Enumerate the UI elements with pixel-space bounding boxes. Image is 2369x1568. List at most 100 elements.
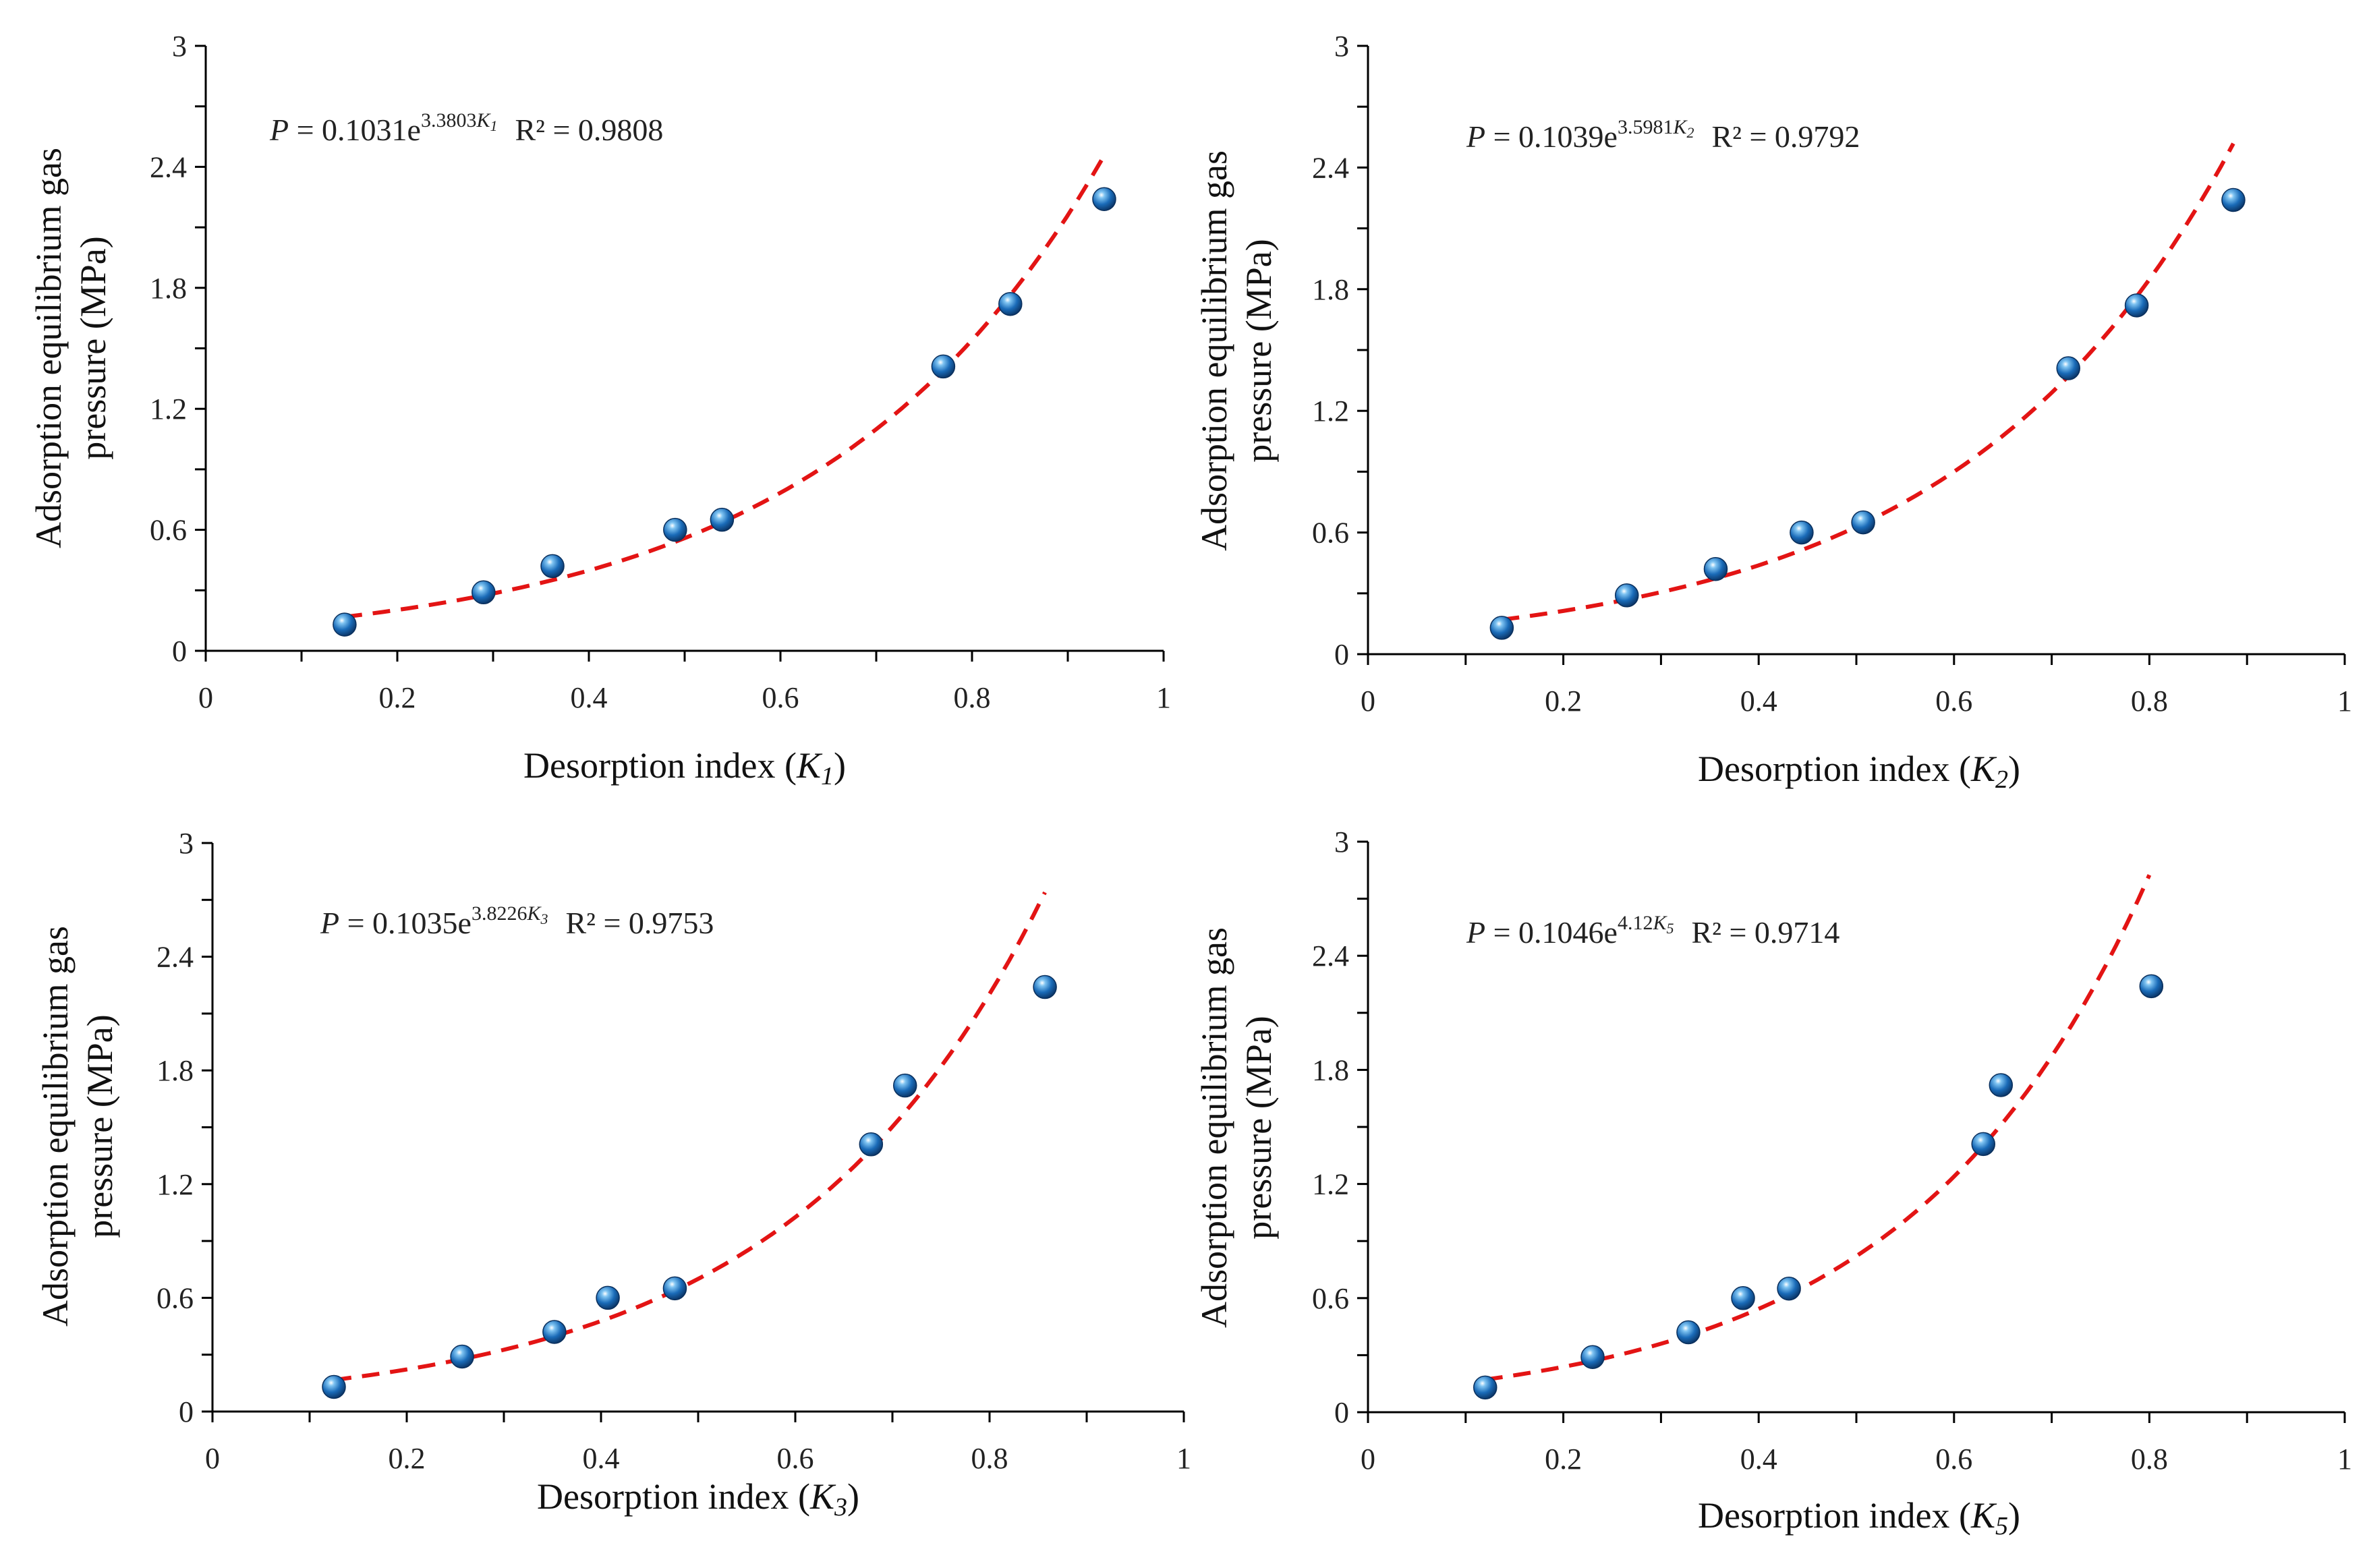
y-tick-label: 1.2: [1312, 1168, 1349, 1201]
fit-curve-k5: [1485, 874, 2152, 1382]
data-point: [1989, 1073, 2014, 1097]
x-tick-label: 0.6: [762, 681, 799, 714]
data-point: [1851, 510, 1875, 535]
y-tick-label: 0.6: [1312, 517, 1349, 550]
panel-k2: 0 0.2 0.4 0.6 0.8 1 0 0.6 1.2 1.8 2.4 3 P = 0.1039e…: [1184, 0, 2369, 794]
chart-k2: 0 0.2 0.4 0.6 0.8 1 0 0.6 1.2 1.8 2.4 3 P = 0.1039e…: [1194, 30, 2352, 794]
x-tick-label: 0.4: [571, 681, 608, 714]
x-tick-label: 0: [198, 681, 213, 714]
x-tick-label: 0.8: [2131, 1443, 2168, 1476]
data-point: [322, 1374, 346, 1399]
x-tick-label: 0.6: [777, 1442, 814, 1475]
x-axis-title-k1: Desorption index (K1): [523, 745, 846, 790]
y-tick-label: 0: [1334, 1396, 1349, 1429]
y-tick-label: 0: [172, 635, 187, 668]
data-point: [1777, 1276, 1801, 1301]
data-point: [1580, 1345, 1605, 1369]
data-points-k1: [333, 187, 1116, 637]
x-tick-label: 0.6: [1935, 1443, 1972, 1476]
y-tick-label: 3: [172, 30, 187, 63]
y-axis-title-line1: Adsorption equilibrium gas: [1194, 150, 1234, 551]
y-tick-label: 0: [179, 1395, 194, 1428]
y-axis-title-k3: Adsorption equilibrium gas pressure (MPa…: [35, 926, 120, 1327]
axes-k1: 0 0.2 0.4 0.6 0.8 1 0 0.6 1.2 1.8 2.4 3: [150, 30, 1171, 714]
axes-k2: 0 0.2 0.4 0.6 0.8 1 0 0.6 1.2 1.8 2.4 3: [1312, 30, 2352, 718]
x-tick-label: 0: [1361, 1443, 1375, 1476]
x-tick-label: 0.8: [2131, 685, 2168, 718]
x-tick-label: 0.8: [971, 1442, 1008, 1475]
x-tick-label: 0.8: [954, 681, 991, 714]
data-point: [1033, 975, 1057, 999]
y-tick-label: 2.4: [1312, 151, 1349, 184]
equation-k3: P = 0.1035e3.8226K3 R² = 0.9753: [320, 902, 714, 940]
y-tick-label: 0.6: [1312, 1282, 1349, 1315]
x-tick-label: 0.6: [1935, 685, 1972, 718]
panel-k3: 0 0.2 0.4 0.6 0.8 1 0 0.6 1.2 1.8 2.4 3 P = 0.1035e…: [0, 784, 1191, 1567]
y-axis-title-line1: Adsorption equilibrium gas: [1194, 927, 1234, 1328]
chart-k3: 0 0.2 0.4 0.6 0.8 1 0 0.6 1.2 1.8 2.4 3 P = 0.1035e…: [35, 827, 1191, 1521]
data-point: [333, 612, 357, 637]
chart-k5: 0 0.2 0.4 0.6 0.8 1 0 0.6 1.2 1.8 2.4 3 P = 0.1046e…: [1194, 825, 2352, 1540]
x-tick-label: 1: [1156, 681, 1171, 714]
data-point: [1489, 616, 1514, 640]
x-tick-label: 1: [2337, 685, 2352, 718]
y-axis-title-line2: pressure (MPa): [1238, 239, 1279, 462]
panel-k1: 0 0.2 0.4 0.6 0.8 1 0 0.6 1.2 1.8 2.4 3 P = 0.1031e…: [0, 0, 1184, 790]
data-point: [1092, 187, 1116, 211]
x-tick-label: 0.2: [1545, 685, 1582, 718]
axes-k5: 0 0.2 0.4 0.6 0.8 1 0 0.6 1.2 1.8 2.4 3: [1312, 825, 2352, 1476]
x-tick-label: 0.2: [389, 1442, 426, 1475]
x-tick-label: 0.4: [583, 1442, 620, 1475]
data-point: [1473, 1375, 1497, 1400]
data-point: [998, 291, 1023, 316]
x-tick-label: 0.4: [1740, 1443, 1777, 1476]
data-point: [1790, 520, 1814, 545]
data-point: [710, 507, 735, 532]
y-axis-title-k5: Adsorption equilibrium gas pressure (MPa…: [1194, 927, 1279, 1328]
x-tick-label: 1: [2337, 1443, 2352, 1476]
data-point: [472, 580, 496, 605]
data-point: [931, 354, 956, 379]
axes-k3: 0 0.2 0.4 0.6 0.8 1 0 0.6 1.2 1.8 2.4 3: [156, 827, 1191, 1475]
chart-k1: 0 0.2 0.4 0.6 0.8 1 0 0.6 1.2 1.8 2.4 3 P = 0.1031e…: [28, 30, 1171, 790]
y-tick-label: 0.6: [156, 1281, 194, 1314]
data-point: [859, 1132, 884, 1157]
equation-k1: P = 0.1031e3.3803K1 R² = 0.9808: [269, 109, 663, 147]
y-tick-label: 3: [1334, 30, 1349, 63]
y-axis-title-line2: pressure (MPa): [73, 236, 113, 459]
x-axis-title-k2: Desorption index (K2): [1698, 749, 2020, 794]
data-point: [662, 1276, 687, 1301]
panel-k5: 0 0.2 0.4 0.6 0.8 1 0 0.6 1.2 1.8 2.4 3 P = 0.1046e…: [1184, 784, 2369, 1567]
data-points-k5: [1473, 974, 2164, 1400]
y-tick-label: 1.8: [150, 272, 187, 305]
data-point: [1971, 1132, 1995, 1157]
y-axis-title-line1: Adsorption equilibrium gas: [28, 148, 69, 548]
x-tick-label: 0: [1361, 685, 1375, 718]
data-points-k2: [1489, 187, 2246, 640]
data-point: [1703, 556, 1728, 581]
fit-curve-k1: [344, 154, 1106, 619]
data-point: [2124, 293, 2149, 318]
data-point: [450, 1344, 474, 1369]
y-tick-label: 1.8: [1312, 273, 1349, 306]
data-points-k3: [322, 975, 1057, 1399]
y-tick-label: 1.2: [1312, 395, 1349, 428]
equation-k5: P = 0.1046e4.12K5 R² = 0.9714: [1466, 912, 1839, 950]
y-tick-label: 1.8: [156, 1054, 194, 1087]
data-point: [2221, 187, 2246, 212]
x-tick-label: 0: [205, 1442, 220, 1475]
x-tick-label: 0.4: [1740, 685, 1777, 718]
y-axis-title-k1: Adsorption equilibrium gas pressure (MPa…: [28, 148, 113, 548]
y-axis-title-k2: Adsorption equilibrium gas pressure (MPa…: [1194, 150, 1279, 551]
y-tick-label: 0: [1334, 638, 1349, 671]
y-axis-title-line2: pressure (MPa): [1238, 1016, 1279, 1239]
data-point: [1614, 583, 1639, 608]
data-point: [1731, 1286, 1755, 1310]
x-tick-label: 1: [1176, 1442, 1191, 1475]
x-axis-title-k3: Desorption index (K3): [537, 1476, 859, 1521]
y-tick-label: 2.4: [1312, 939, 1349, 972]
y-tick-label: 2.4: [150, 150, 187, 183]
fit-curve-k3: [333, 891, 1047, 1383]
data-point: [892, 1073, 917, 1098]
